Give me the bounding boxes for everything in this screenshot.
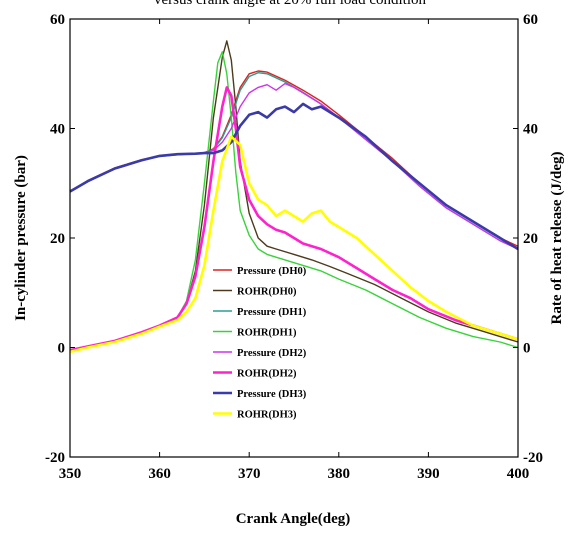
series-line-7	[69, 102, 519, 251]
x-tick-label: 360	[148, 466, 171, 482]
y-right-tick-label: 20	[523, 231, 538, 247]
legend-label: Pressure (DH1)	[237, 307, 307, 318]
y-left-tick-label: 0	[58, 341, 66, 357]
series-line-6	[69, 86, 519, 352]
y-right-tick-label: 0	[523, 341, 531, 357]
x-tick-label: 370	[238, 466, 261, 482]
legend-label: Pressure (DH0)	[237, 266, 307, 277]
legend-label: ROHR(DH2)	[237, 369, 297, 380]
x-tick-label: 390	[417, 466, 440, 482]
legend-item: Pressure (DH0)	[213, 266, 307, 277]
x-tick-label: 380	[328, 466, 351, 482]
legend-label: ROHR(DH1)	[237, 328, 297, 339]
chart-title: versus crank angle at 20% full load cond…	[154, 0, 427, 8]
series-line-8	[69, 135, 519, 354]
y-left-tick-label: -20	[45, 450, 65, 466]
y-right-tick-label: 40	[523, 122, 538, 138]
series-line-1	[69, 70, 519, 247]
legend-label: Pressure (DH3)	[237, 389, 307, 400]
x-axis-label: Crank Angle(deg)	[236, 511, 351, 527]
y-axis-label-left: In-cylinder pressure (bar)	[13, 155, 29, 321]
legend-label: ROHR(DH0)	[237, 287, 297, 298]
y-left-tick-label: 60	[50, 12, 65, 28]
legend-item: ROHR(DH1)	[213, 328, 297, 339]
x-tick-label: 400	[507, 466, 530, 482]
legend-item: Pressure (DH1)	[213, 307, 307, 318]
legend-item: ROHR(DH0)	[213, 287, 297, 298]
legend-item: Pressure (DH2)	[213, 348, 307, 359]
y-right-tick-label: -20	[523, 450, 543, 466]
y-right-tick-label: 60	[523, 12, 538, 28]
legend-label: Pressure (DH2)	[237, 348, 307, 359]
y-left-tick-label: 20	[50, 231, 65, 247]
x-tick-label: 350	[59, 466, 82, 482]
series-line-5	[69, 82, 519, 250]
y-left-tick-label: 40	[50, 122, 65, 138]
legend-label: ROHR(DH3)	[237, 410, 297, 421]
legend-item: ROHR(DH3)	[213, 410, 297, 421]
y-axis-label-right: Rate of heat release (J/deg)	[549, 151, 565, 324]
legend-item: Pressure (DH3)	[213, 389, 307, 400]
legend-item: ROHR(DH2)	[213, 369, 297, 380]
